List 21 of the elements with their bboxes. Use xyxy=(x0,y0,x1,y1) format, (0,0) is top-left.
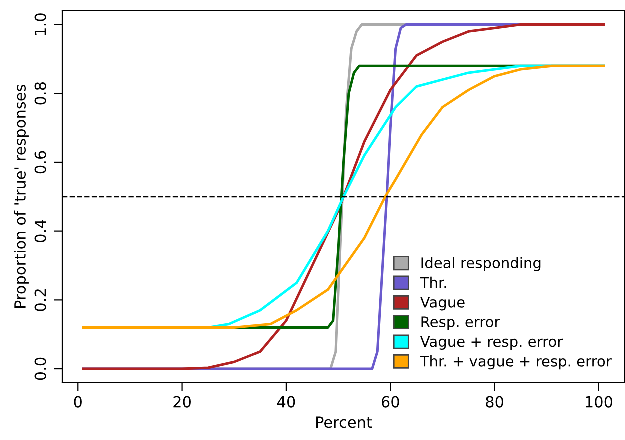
y-tick-label: 0.0 xyxy=(34,358,46,380)
x-tick-label: 100 xyxy=(586,396,613,408)
y-tick-label: 0.8 xyxy=(34,82,46,105)
y-tick-label: 0.6 xyxy=(34,151,46,174)
x-tick-label: 0 xyxy=(74,396,82,408)
legend-label: Resp. error xyxy=(422,316,500,330)
x-tick-label: 60 xyxy=(382,396,400,408)
x-axis-title: Percent xyxy=(316,416,372,428)
legend-label: Vague + resp. error xyxy=(420,336,564,350)
legend-label: Vague xyxy=(420,297,465,311)
y-tick-label: 1.0 xyxy=(34,14,46,36)
y-tick-label: 0.2 xyxy=(34,290,46,312)
line-series xyxy=(82,64,606,329)
x-tick-label: 80 xyxy=(486,396,504,408)
y-axis-title: Proportion of 'true' responses xyxy=(14,85,29,308)
x-tick-label: 40 xyxy=(277,396,296,408)
legend-label: Thr. + vague + resp. error xyxy=(420,356,612,370)
legend-label: Ideal responding xyxy=(422,257,541,272)
x-tick-label: 20 xyxy=(174,396,191,408)
y-tick-label: 0.4 xyxy=(34,220,46,242)
legend-label: Thr. xyxy=(420,276,446,288)
